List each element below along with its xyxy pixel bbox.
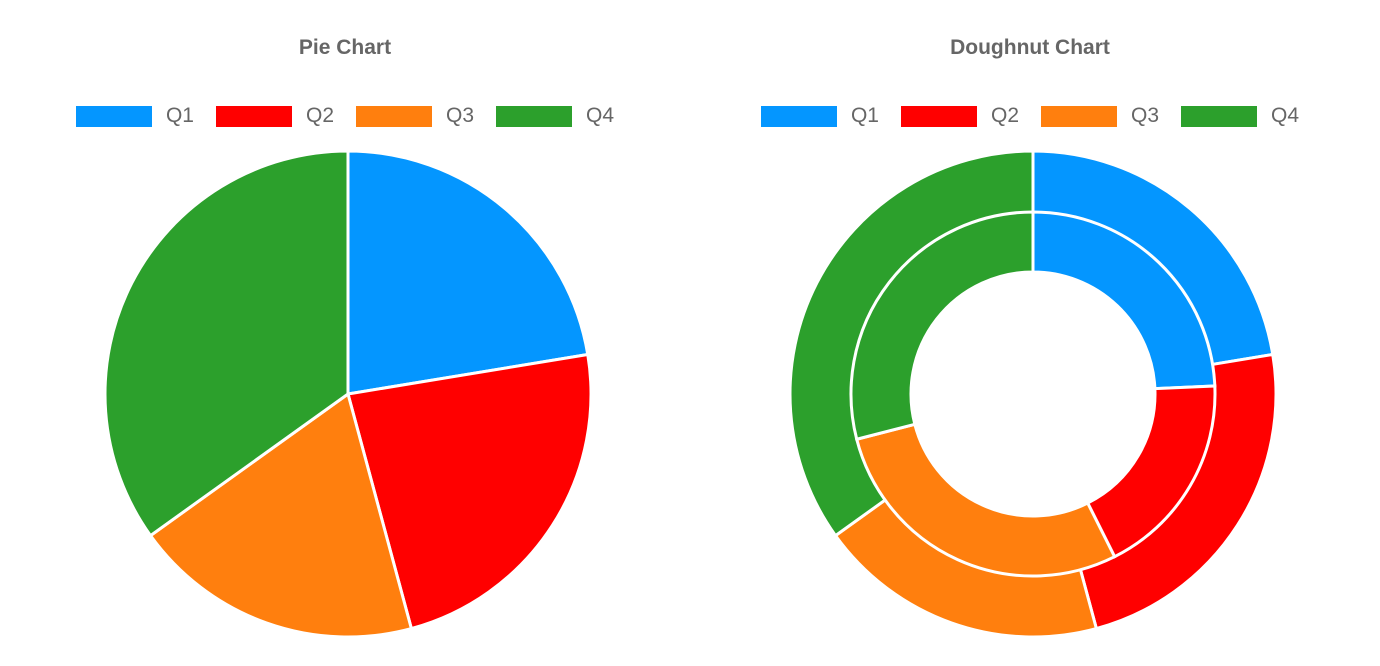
- pie-slice-q4[interactable]: [103, 149, 350, 538]
- legend-item-q4[interactable]: Q4: [1181, 104, 1299, 128]
- pie-slice-q3[interactable]: [148, 391, 414, 639]
- legend-swatch: [1041, 105, 1117, 127]
- inner-ring-slice-q3[interactable]: [854, 422, 1117, 578]
- legend-label: Q1: [850, 104, 879, 127]
- legend-swatch: [1181, 105, 1258, 127]
- legend: Q1 Q2 Q3 Q4: [685, 104, 1375, 128]
- legend-item-q2[interactable]: Q2: [900, 104, 1019, 128]
- pie-slice-q1[interactable]: [346, 149, 590, 396]
- doughnut-plot: [788, 149, 1278, 639]
- legend-swatch: [900, 105, 977, 127]
- legend-label: Q4: [1271, 104, 1300, 127]
- legend-swatch: [760, 105, 837, 127]
- legend: Q1 Q2 Q3 Q4: [0, 104, 690, 128]
- pie-plot: [103, 149, 593, 639]
- legend-swatch: [356, 105, 432, 127]
- legend-label: Q2: [990, 104, 1019, 127]
- legend-swatch: [496, 105, 573, 127]
- doughnut-chart-panel: Doughnut Chart Q1 Q2 Q3 Q4: [685, 0, 1375, 666]
- pie-chart-panel: Pie Chart Q1 Q2 Q3 Q4: [0, 36, 690, 639]
- legend-item-q1[interactable]: Q1: [760, 104, 879, 128]
- legend-item-q4[interactable]: Q4: [496, 104, 614, 128]
- legend-swatch: [75, 105, 152, 127]
- legend-label: Q3: [1131, 104, 1160, 127]
- legend-label: Q1: [165, 104, 194, 127]
- chart-title: Pie Chart: [298, 36, 392, 59]
- chart-title: Doughnut Chart: [950, 36, 1110, 59]
- legend-label: Q2: [305, 104, 334, 127]
- legend-item-q3[interactable]: Q3: [356, 104, 474, 128]
- legend-item-q1[interactable]: Q1: [75, 104, 194, 128]
- inner-ring-slice-q4[interactable]: [849, 210, 1035, 442]
- pie-slice-q2[interactable]: [346, 352, 593, 631]
- legend-item-q2[interactable]: Q2: [215, 104, 334, 128]
- legend-label: Q3: [446, 104, 475, 127]
- legend-label: Q4: [586, 104, 615, 127]
- legend-swatch: [215, 105, 292, 127]
- legend-item-q3[interactable]: Q3: [1041, 104, 1159, 128]
